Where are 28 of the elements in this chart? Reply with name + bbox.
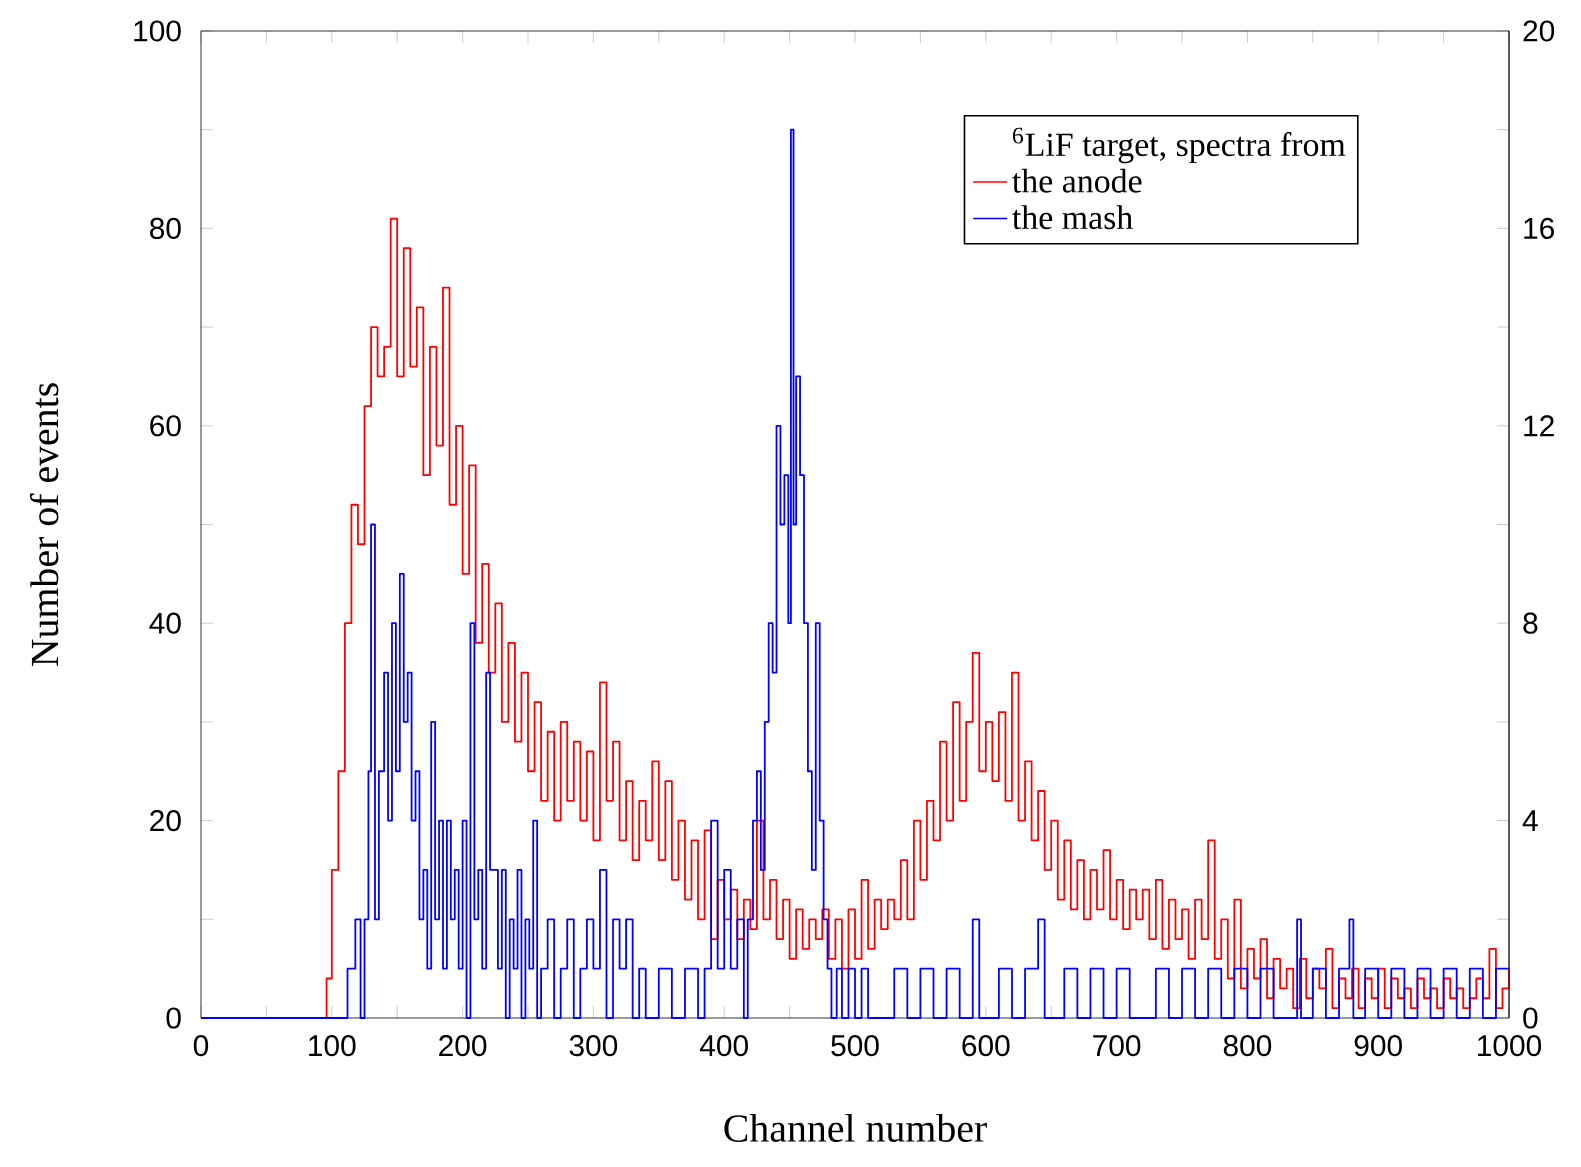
y2-tick-label: 12 xyxy=(1524,415,1554,437)
x-tick-label: 600 xyxy=(962,1035,1010,1057)
legend-title: $^{6}$LiF target, spectra from xyxy=(1012,127,1346,164)
y-tick-label: 60 xyxy=(150,415,181,437)
y2-tick-label: 8 xyxy=(1523,612,1538,634)
x-tick-label: 400 xyxy=(699,1035,748,1057)
y2-tick-label: 4 xyxy=(1522,810,1538,831)
x-tick-label: 900 xyxy=(1354,1035,1402,1057)
x-tick-label: 500 xyxy=(831,1035,879,1057)
legend-label: the anode xyxy=(1012,168,1142,193)
x-tick-label: 800 xyxy=(1223,1035,1272,1057)
x-tick-label: 700 xyxy=(1093,1035,1141,1057)
x-tick-label: 1000 xyxy=(1478,1035,1542,1057)
x-tick-label: 100 xyxy=(309,1035,356,1057)
y-axis-title: Number of events xyxy=(29,383,59,667)
y-tick-label: 80 xyxy=(150,217,181,239)
y-tick-label: 20 xyxy=(150,810,181,832)
x-axis-title: Channel number xyxy=(724,1113,987,1142)
legend-label: the mash xyxy=(1012,205,1133,230)
y-tick-label: 100 xyxy=(134,20,181,42)
y2-tick-label: 16 xyxy=(1524,217,1554,239)
y2-tick-label: 20 xyxy=(1523,20,1555,42)
y2-tick-label: 0 xyxy=(1523,1007,1538,1029)
x-tick-label: 200 xyxy=(439,1035,487,1057)
y-tick-label: 40 xyxy=(149,612,181,634)
x-tick-label: 300 xyxy=(569,1035,618,1057)
x-tick-label: 0 xyxy=(193,1035,209,1057)
y-tick-label: 0 xyxy=(166,1007,181,1029)
